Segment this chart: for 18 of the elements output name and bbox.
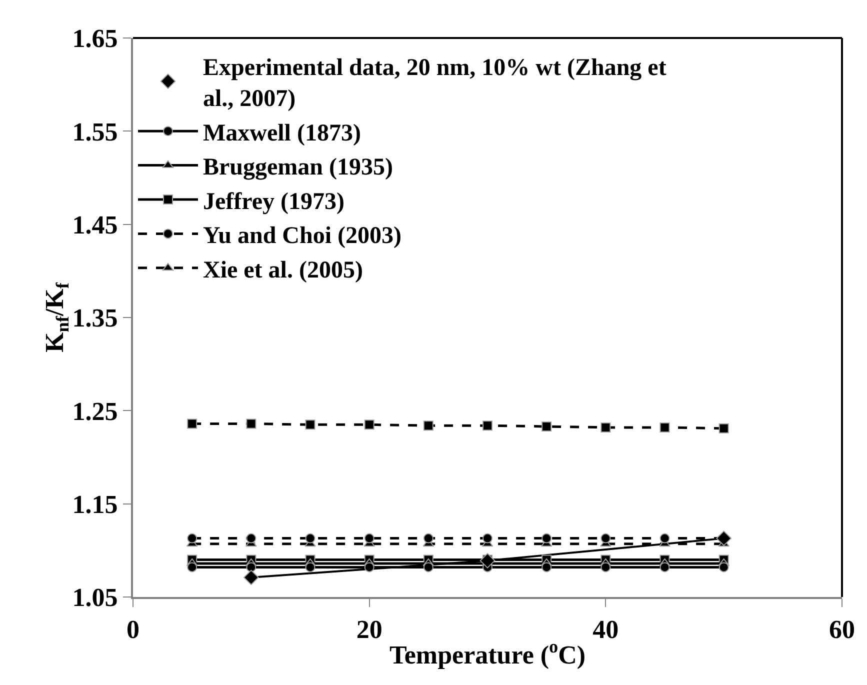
legend-label: Jeffrey (1973)	[203, 188, 344, 215]
legend-label: Experimental data, 20 nm, 10% wt (Zhang et al., 2007)	[203, 55, 666, 112]
x-tick-label: 40	[592, 615, 619, 644]
x-tick-label: 20	[356, 615, 382, 644]
y-tick-label: 1.05	[72, 583, 118, 612]
legend-label: Yu and Choi (2003)	[203, 223, 402, 250]
x-tick-label: 0	[126, 615, 140, 644]
y-tick-label: 1.65	[72, 24, 118, 54]
y-tick-label: 1.35	[72, 304, 118, 333]
y-tick-label: 1.55	[72, 117, 118, 146]
legend-label: Bruggeman (1935)	[203, 154, 393, 181]
x-axis-title: Temperature ($^{o}$C)	[389, 636, 586, 670]
legend-label: Xie et al. (2005)	[203, 257, 363, 284]
y-tick-label: 1.45	[72, 210, 118, 240]
y-tick-label: 1.15	[72, 490, 118, 519]
x-tick-label: 60	[829, 615, 855, 644]
y-tick-label: 1.25	[72, 396, 118, 426]
legend-label: Maxwell (1873)	[203, 120, 361, 146]
